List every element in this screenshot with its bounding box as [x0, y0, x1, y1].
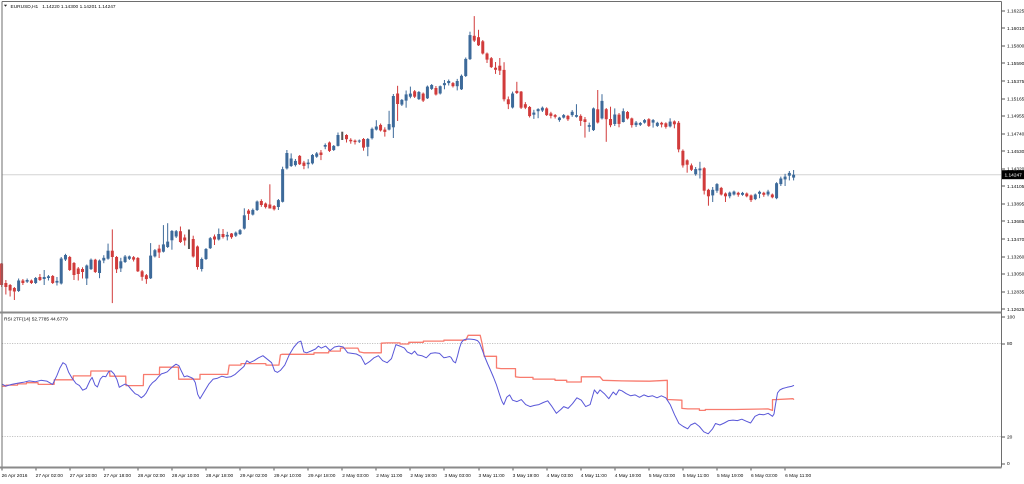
svg-text:29 Apr 02:00: 29 Apr 02:00	[240, 473, 268, 479]
svg-text:100: 100	[1007, 315, 1015, 321]
svg-text:5 May 03:00: 5 May 03:00	[649, 473, 676, 479]
svg-text:20: 20	[1007, 434, 1013, 440]
svg-text:4 May 03:00: 4 May 03:00	[547, 473, 574, 479]
svg-text:RSI 2TF(14) 52.7785 44.6779: RSI 2TF(14) 52.7785 44.6779	[4, 317, 68, 323]
svg-text:2 May 11:00: 2 May 11:00	[376, 473, 402, 479]
svg-text:3 May 03:00: 3 May 03:00	[444, 473, 471, 479]
svg-text:1.14105: 1.14105	[1007, 184, 1024, 190]
svg-text:1.13685: 1.13685	[1007, 219, 1024, 225]
svg-text:1.13260: 1.13260	[1007, 254, 1024, 260]
svg-text:3 May 19:00: 3 May 19:00	[513, 473, 540, 479]
svg-text:0: 0	[1007, 461, 1010, 467]
svg-text:28 Apr 02:00: 28 Apr 02:00	[138, 473, 166, 479]
svg-text:4 May 19:00: 4 May 19:00	[615, 473, 642, 479]
svg-text:1.12835: 1.12835	[1007, 290, 1024, 296]
svg-text:EURUSD,H1 1.14220 1.14300 1.: EURUSD,H1 1.14220 1.14300 1.14201 1.1424…	[11, 4, 116, 10]
svg-text:27 Apr 02:00: 27 Apr 02:00	[36, 473, 64, 479]
svg-text:1.12625: 1.12625	[1007, 307, 1024, 313]
svg-text:1.15375: 1.15375	[1007, 79, 1024, 85]
svg-text:28 Apr 18:00: 28 Apr 18:00	[206, 473, 234, 479]
svg-text:1.13470: 1.13470	[1007, 237, 1024, 243]
svg-text:1.14320: 1.14320	[1007, 166, 1024, 172]
svg-text:6 May 11:00: 6 May 11:00	[785, 473, 811, 479]
svg-text:2 May 03:00: 2 May 03:00	[342, 473, 369, 479]
svg-text:27 Apr 18:00: 27 Apr 18:00	[104, 473, 132, 479]
svg-text:5 May 11:00: 5 May 11:00	[683, 473, 709, 479]
svg-text:3 May 11:00: 3 May 11:00	[479, 473, 505, 479]
svg-text:1.15590: 1.15590	[1007, 61, 1024, 67]
svg-text:1.14530: 1.14530	[1007, 149, 1024, 155]
svg-text:1.13895: 1.13895	[1007, 202, 1024, 208]
svg-text:1.16010: 1.16010	[1007, 26, 1024, 32]
svg-text:4 May 11:00: 4 May 11:00	[581, 473, 607, 479]
svg-text:1.14740: 1.14740	[1007, 132, 1024, 138]
svg-text:80: 80	[1007, 341, 1013, 347]
svg-text:29 Apr 10:00: 29 Apr 10:00	[274, 473, 302, 479]
svg-text:1.13050: 1.13050	[1007, 272, 1024, 278]
svg-text:27 Apr 10:00: 27 Apr 10:00	[70, 473, 98, 479]
svg-text:1.14247: 1.14247	[1005, 173, 1023, 179]
svg-text:6 May 03:00: 6 May 03:00	[751, 473, 778, 479]
svg-text:2 May 19:00: 2 May 19:00	[410, 473, 437, 479]
svg-text:1.16225: 1.16225	[1007, 8, 1024, 14]
svg-text:26 Apr 2016: 26 Apr 2016	[2, 473, 28, 479]
svg-text:1.15800: 1.15800	[1007, 44, 1024, 50]
svg-text:5 May 19:00: 5 May 19:00	[717, 473, 744, 479]
svg-text:29 Apr 18:00: 29 Apr 18:00	[308, 473, 336, 479]
svg-text:1.14955: 1.14955	[1007, 114, 1024, 120]
svg-text:28 Apr 10:00: 28 Apr 10:00	[172, 473, 200, 479]
svg-text:1.15165: 1.15165	[1007, 96, 1024, 102]
